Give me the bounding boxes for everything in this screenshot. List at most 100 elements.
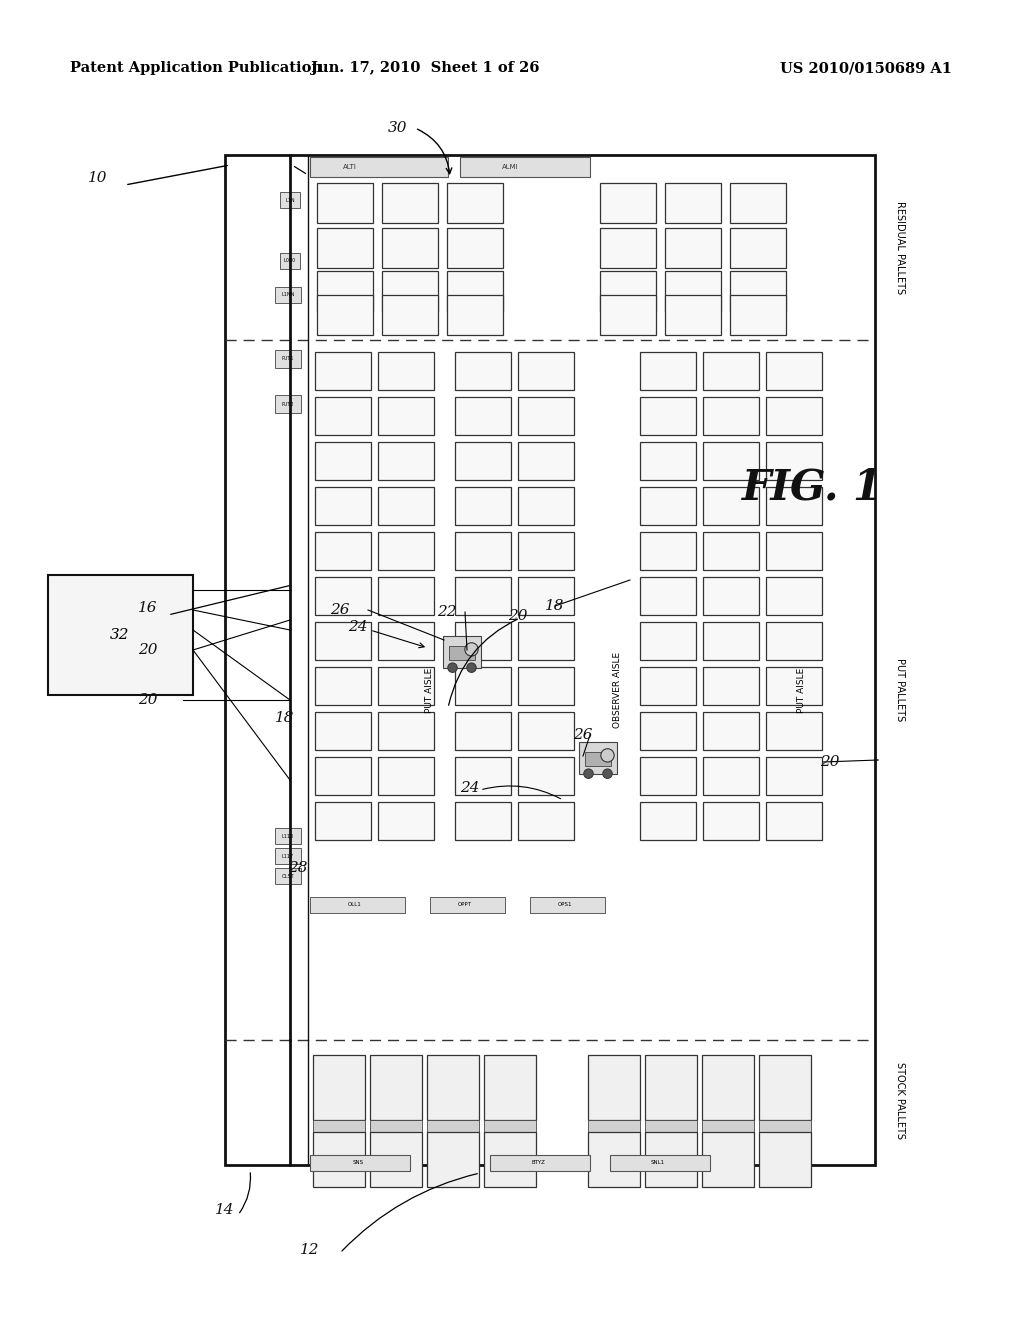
Bar: [640, 711, 696, 750]
Text: 20: 20: [138, 693, 158, 708]
Bar: [447, 228, 503, 268]
Text: 22: 22: [437, 605, 457, 619]
Bar: [518, 756, 574, 795]
Bar: [640, 667, 696, 705]
Bar: [702, 1119, 754, 1133]
Bar: [317, 183, 373, 223]
Bar: [382, 228, 438, 268]
Bar: [313, 1119, 365, 1133]
Bar: [518, 397, 574, 436]
Bar: [447, 271, 503, 312]
Text: 24: 24: [348, 620, 368, 634]
Bar: [518, 577, 574, 615]
Bar: [703, 487, 759, 525]
Bar: [518, 442, 574, 480]
Bar: [455, 442, 511, 480]
Text: OBSERVER AISLE: OBSERVER AISLE: [613, 652, 623, 729]
Text: STOCK PALLETS: STOCK PALLETS: [895, 1061, 905, 1138]
Bar: [378, 487, 434, 525]
Text: 10: 10: [88, 172, 108, 185]
Bar: [640, 397, 696, 436]
Bar: [766, 532, 822, 570]
Text: 20: 20: [138, 643, 158, 657]
Bar: [600, 183, 656, 223]
Bar: [766, 397, 822, 436]
Bar: [585, 751, 611, 766]
Text: 20: 20: [820, 755, 840, 770]
Text: PUT2: PUT2: [282, 401, 294, 407]
Text: L1NN: L1NN: [282, 293, 295, 297]
Bar: [315, 352, 371, 389]
Text: 28: 28: [288, 861, 308, 875]
Bar: [766, 577, 822, 615]
Bar: [600, 228, 656, 268]
Bar: [315, 442, 371, 480]
Text: 30: 30: [388, 121, 408, 135]
Bar: [484, 1119, 536, 1133]
Text: OPPT: OPPT: [458, 903, 472, 908]
Bar: [225, 154, 874, 1166]
Bar: [640, 622, 696, 660]
Bar: [588, 1119, 640, 1133]
Bar: [600, 294, 656, 335]
Text: L1N: L1N: [286, 198, 295, 202]
Text: PUT PALLETS: PUT PALLETS: [895, 659, 905, 722]
Bar: [378, 711, 434, 750]
Text: 20: 20: [508, 609, 527, 623]
Bar: [447, 183, 503, 223]
Bar: [703, 442, 759, 480]
Bar: [703, 577, 759, 615]
Bar: [310, 1155, 410, 1171]
Bar: [315, 532, 371, 570]
Bar: [640, 532, 696, 570]
Bar: [315, 577, 371, 615]
Bar: [640, 577, 696, 615]
Bar: [766, 442, 822, 480]
Bar: [645, 1119, 697, 1133]
Bar: [588, 1055, 640, 1119]
Bar: [378, 532, 434, 570]
Bar: [703, 756, 759, 795]
Bar: [370, 1133, 422, 1187]
Bar: [275, 869, 301, 884]
Bar: [665, 271, 721, 312]
Text: PUT AISLE: PUT AISLE: [426, 668, 434, 713]
Bar: [310, 898, 406, 913]
Bar: [455, 667, 511, 705]
Bar: [640, 352, 696, 389]
Bar: [275, 350, 301, 368]
Bar: [484, 1133, 536, 1187]
Bar: [518, 622, 574, 660]
Bar: [665, 228, 721, 268]
Circle shape: [465, 643, 478, 656]
Bar: [703, 352, 759, 389]
Bar: [315, 756, 371, 795]
Bar: [378, 397, 434, 436]
Bar: [455, 487, 511, 525]
Bar: [703, 803, 759, 840]
Text: ALTI: ALTI: [343, 164, 357, 170]
Bar: [766, 711, 822, 750]
Text: OLL1: OLL1: [348, 903, 361, 908]
Bar: [730, 294, 786, 335]
Text: SNL1: SNL1: [651, 1160, 665, 1166]
Bar: [48, 576, 193, 696]
Bar: [759, 1119, 811, 1133]
Bar: [640, 756, 696, 795]
Bar: [455, 803, 511, 840]
Bar: [766, 667, 822, 705]
Bar: [702, 1055, 754, 1119]
Bar: [455, 352, 511, 389]
Bar: [518, 803, 574, 840]
Bar: [315, 711, 371, 750]
Bar: [317, 294, 373, 335]
Text: SNS: SNS: [352, 1160, 364, 1166]
Bar: [766, 803, 822, 840]
Bar: [455, 622, 511, 660]
Bar: [382, 271, 438, 312]
Bar: [315, 397, 371, 436]
Bar: [427, 1133, 479, 1187]
Text: FIG. 1: FIG. 1: [741, 467, 883, 510]
Bar: [447, 294, 503, 335]
Bar: [640, 487, 696, 525]
